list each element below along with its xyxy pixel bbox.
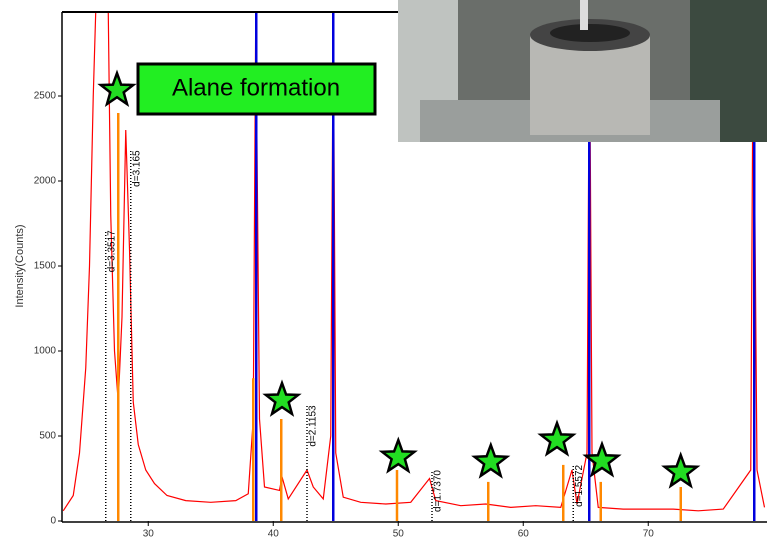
x-tick-label: 30	[143, 529, 155, 540]
x-tick-label: 40	[268, 529, 280, 540]
star-marker	[541, 423, 573, 454]
d-spacing-label: d=2.1153	[308, 405, 319, 447]
x-tick-label: 70	[643, 529, 655, 540]
star-marker	[665, 455, 697, 486]
star-marker	[475, 445, 507, 476]
star-marker	[266, 383, 298, 414]
d-spacing-label: d=3.3517	[106, 230, 117, 272]
y-tick-label: 1500	[34, 261, 57, 272]
photo-inset	[398, 0, 767, 142]
y-tick-label: 1000	[34, 346, 57, 357]
d-spacing-label: d=3.165	[131, 150, 142, 187]
y-tick-label: 2500	[34, 91, 57, 102]
d-spacing-label: d=1.5572	[574, 464, 585, 506]
annotation-box: Alane formation	[138, 64, 375, 114]
y-tick-label: 500	[39, 431, 56, 442]
y-axis-label: Intensity(Counts)	[14, 224, 26, 307]
chart: Intensity(Counts) 0 500 1000 1500 2000 2500 30…	[0, 0, 767, 541]
d-spacing-label: d=1.7370	[433, 470, 444, 512]
star-marker	[382, 440, 414, 471]
star-marker	[101, 73, 133, 104]
y-tick-label: 2000	[34, 176, 57, 187]
y-tick-label: 0	[50, 516, 56, 527]
annotation-text: Alane formation	[172, 74, 340, 101]
x-tick-label: 50	[393, 529, 405, 540]
x-tick-label: 60	[518, 529, 530, 540]
star-marker	[586, 444, 618, 475]
